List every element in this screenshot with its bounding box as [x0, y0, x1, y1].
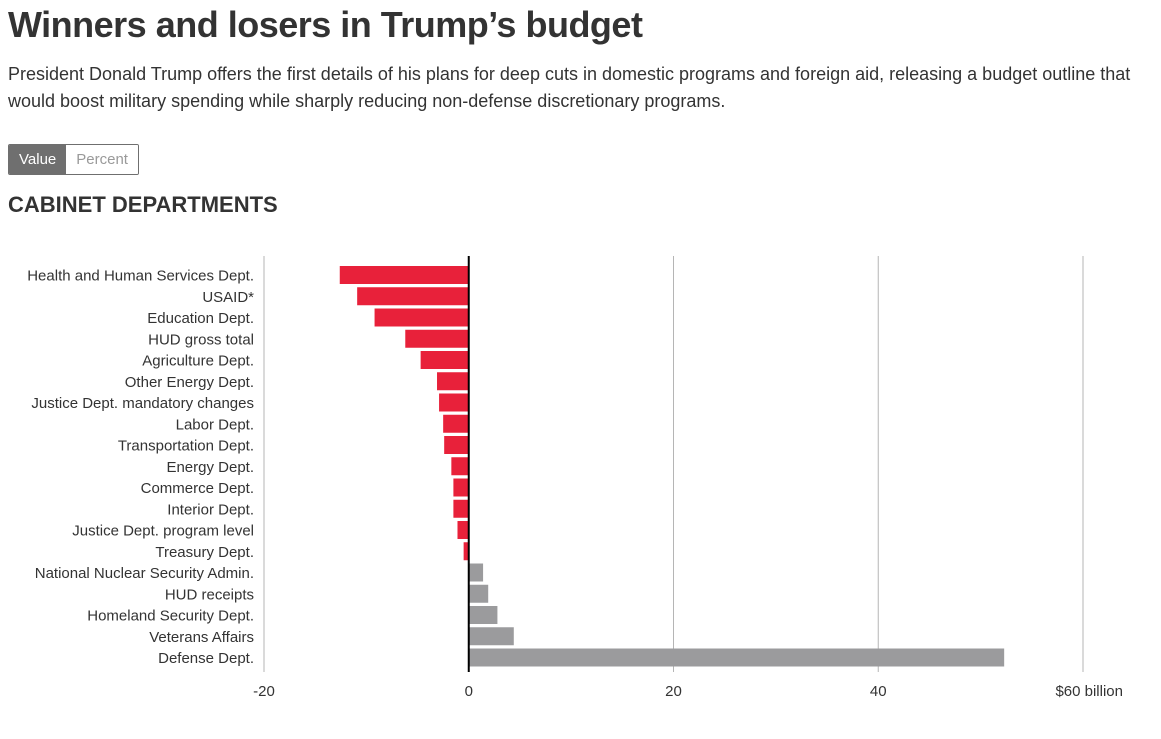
toggle-percent-button[interactable]: Percent	[66, 145, 138, 174]
value-percent-toggle: Value Percent	[8, 144, 139, 175]
category-label: USAID*	[202, 289, 254, 306]
bar	[468, 648, 1005, 667]
bar-chart: Health and Human Services Dept. USAID* Edu…	[27, 256, 1123, 700]
bar	[405, 329, 469, 348]
bar	[374, 308, 469, 327]
category-label: Health and Human Services Dept.	[27, 268, 254, 285]
page-subtitle: President Donald Trump offers the first …	[8, 64, 1131, 111]
bar	[339, 266, 469, 284]
bar	[453, 499, 469, 518]
bar	[468, 627, 514, 646]
bar	[463, 542, 469, 561]
bar	[468, 584, 489, 603]
x-tick-label: 0	[465, 683, 473, 700]
category-label: National Nuclear Security Admin.	[35, 565, 254, 582]
category-label: HUD gross total	[148, 331, 254, 348]
category-label: Commerce Dept.	[141, 480, 254, 497]
bar	[443, 414, 469, 433]
category-label: Education Dept.	[147, 310, 254, 327]
category-label: Treasury Dept.	[155, 544, 254, 561]
category-label: Labor Dept.	[176, 416, 254, 433]
category-label: Defense Dept.	[158, 650, 254, 667]
x-tick-label: -20	[253, 683, 275, 700]
category-label: HUD receipts	[165, 586, 254, 603]
bar	[468, 563, 484, 582]
category-label: Veterans Affairs	[149, 629, 254, 646]
category-label: Energy Dept.	[166, 459, 254, 476]
bar	[439, 393, 469, 412]
bar	[453, 478, 469, 497]
category-label: Transportation Dept.	[118, 438, 254, 455]
category-label: Homeland Security Dept.	[87, 608, 254, 625]
x-tick-label: $60 billion	[1055, 683, 1123, 700]
bar	[444, 436, 469, 454]
category-label: Interior Dept.	[167, 501, 254, 518]
x-tick-label: 20	[665, 683, 682, 700]
category-label: Justice Dept. mandatory changes	[31, 395, 254, 412]
page-title: Winners and losers in Trump’s budget	[8, 4, 643, 45]
category-label: Justice Dept. program level	[72, 523, 254, 540]
category-label: Other Energy Dept.	[125, 374, 254, 391]
x-tick-label: 40	[870, 683, 887, 700]
toggle-value-button[interactable]: Value	[9, 145, 67, 174]
bar	[457, 521, 469, 539]
bar	[357, 287, 469, 306]
bar	[437, 372, 469, 391]
bar	[451, 457, 469, 476]
section-title: CABINET DEPARTMENTS	[8, 192, 278, 217]
bar	[420, 351, 469, 369]
bar	[468, 606, 498, 624]
category-label: Agriculture Dept.	[142, 353, 254, 370]
